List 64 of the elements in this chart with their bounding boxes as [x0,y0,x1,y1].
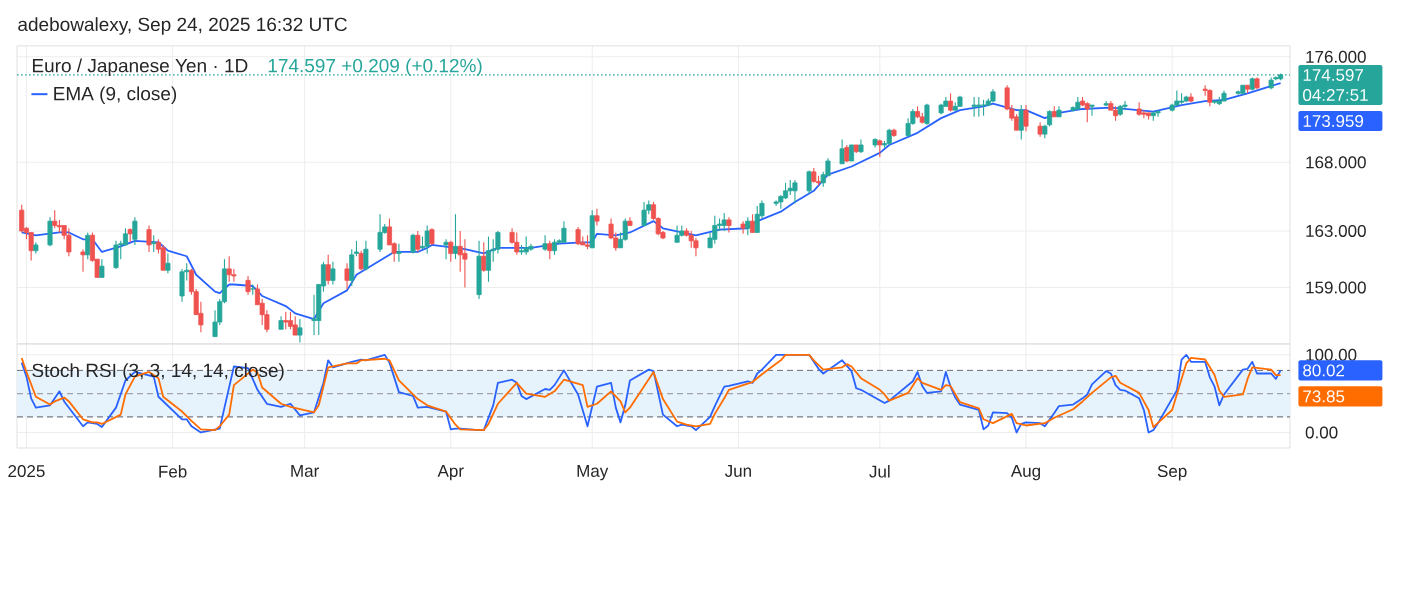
candlestick [641,201,647,227]
candlestick [547,240,553,260]
candlestick [245,275,251,296]
annotation: 173.959 [1303,115,1364,128]
candlestick [481,241,487,273]
candlestick [113,240,119,270]
y-tick-label: 163.000 [1306,224,1366,237]
candlestick [363,240,369,271]
candlestick [415,230,421,253]
candlestick [1136,101,1142,117]
y-tick-label: 168.000 [1306,156,1366,169]
candlestick [325,254,331,286]
candlestick [85,231,91,260]
candlestick [297,318,303,343]
candlestick [47,216,53,247]
candlestick [330,261,336,286]
candlestick [396,243,402,263]
candlestick [28,231,34,261]
ref-line-label: 174.597 [1303,69,1363,82]
x-tick-label: Jun [724,465,751,477]
candlestick [674,224,680,243]
candlestick [594,208,600,227]
y-tick-label: 176.000 [1306,50,1366,63]
candlestick [146,224,152,253]
candlestick [839,138,845,165]
candlestick [1089,104,1095,117]
candlestick [485,236,492,283]
candlestick [1155,109,1161,118]
y-tick-label: 159.000 [1306,281,1366,294]
annotation: 73.85 [1303,390,1345,403]
candlestick [1023,104,1029,132]
text: 04:27:51 [1303,89,1368,102]
candlestick [542,234,548,252]
x-tick-label: Apr [437,465,464,481]
candlestick [424,224,430,254]
candlestick [80,248,86,273]
x-tick-label: Mar [291,465,319,477]
annotation: 174.597 +0.209 (+0.12%) [268,58,482,77]
candlestick [132,216,138,246]
candlestick [292,315,298,336]
candlestick [726,216,732,233]
legend-label: EMA (9, close) [54,86,177,105]
text: Euro / Japanese Yen · 1D [32,58,248,77]
y-tick-label: 0.00 [1305,426,1338,439]
candlestick [1084,101,1090,123]
candlestick [344,262,350,290]
x-tick-label: Aug [1010,465,1041,481]
line-series [20,82,1282,320]
x-tick-label: 2025 [8,465,45,478]
x-tick-label: Feb [159,465,187,478]
candlestick [745,216,751,236]
chart-title: adebowalexy, Sep 24, 2025 16:32 UTC [18,17,347,35]
candlestick [52,209,58,229]
candlestick [448,240,454,263]
candlestick [377,213,383,253]
candlestick [99,258,105,278]
annotation: 80.02 [1303,364,1345,377]
y-tick-label: 100.00 [1306,348,1357,361]
x-tick-label: May [577,465,609,481]
candlestick [740,220,746,235]
x-tick-label: Jul [869,465,890,478]
candlestick [443,238,449,260]
candlestick [165,252,171,274]
x-tick-label: Sep [1157,465,1187,481]
